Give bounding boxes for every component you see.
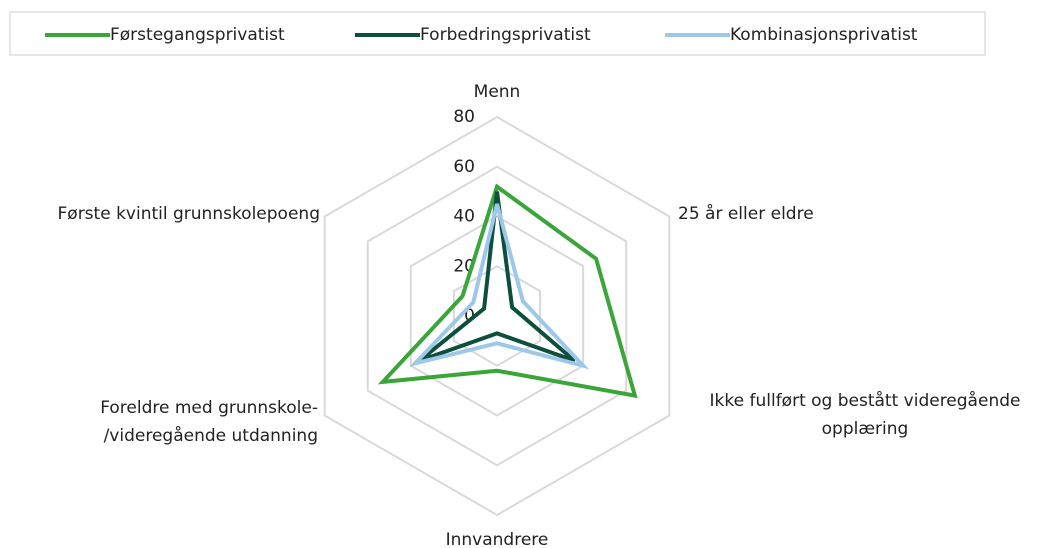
grid-line [409,215,585,417]
legend-label: Kombinasjonsprivatist [730,25,918,45]
category-label: Foreldre med grunnskole-/videregående ut… [100,398,318,446]
radar-line [418,191,576,363]
radar-line [408,203,590,370]
grid-line [366,165,628,467]
r-tick-label: 0 [464,306,475,326]
grid-line [452,265,542,367]
r-tick-label: 40 [453,207,475,227]
legend-label: Førstegangsprivatist [110,25,285,45]
legend-box [9,11,986,56]
category-label: Første kvintil grunnskolepoeng [58,204,320,224]
radar-line [377,183,638,399]
grid-line [323,115,671,517]
category-label: 25 år eller eldre [678,203,814,224]
r-tick-label: 60 [453,157,475,177]
category-label: Menn [474,82,521,102]
category-label: Ikke fullført og bestått videregående opp… [710,390,1021,439]
category-label: Innvandrere [446,530,549,548]
r-tick-label: 80 [453,107,475,127]
legend-label: Forbedringsprivatist [420,25,591,45]
